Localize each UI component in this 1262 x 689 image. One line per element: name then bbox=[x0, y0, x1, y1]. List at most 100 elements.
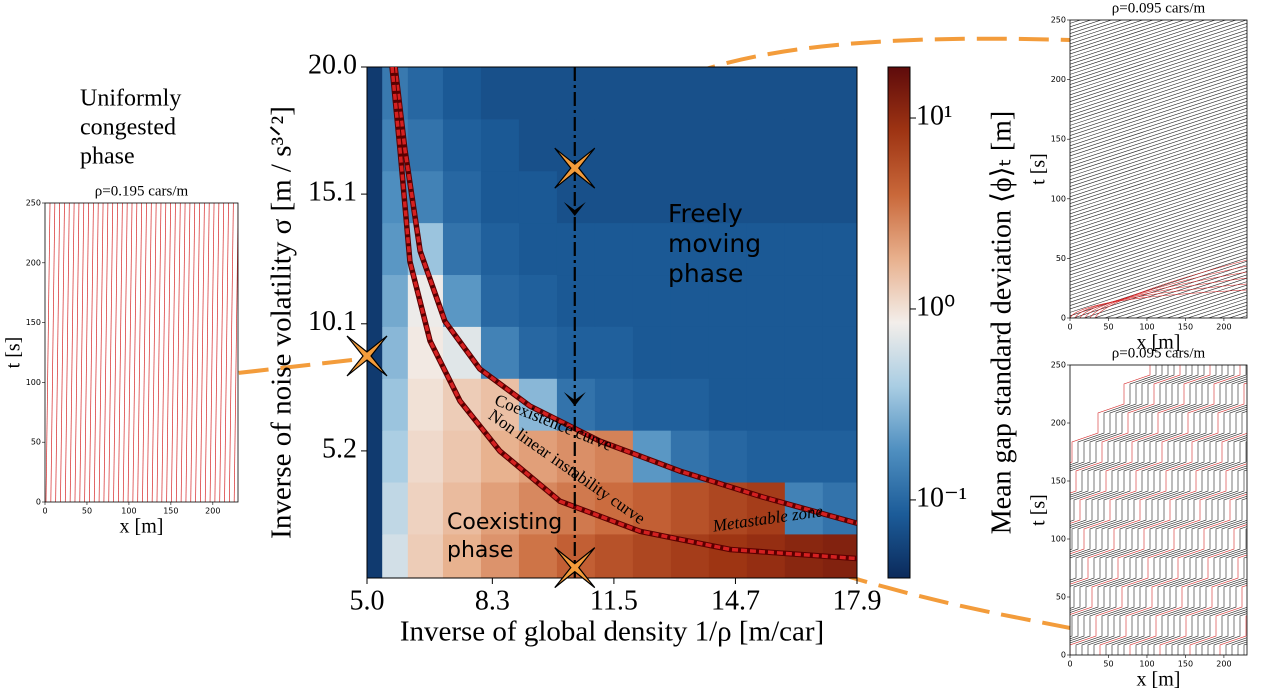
heat-cell bbox=[518, 118, 558, 172]
heat-cell bbox=[442, 170, 482, 224]
trajectory bbox=[1070, 128, 1247, 187]
phase-curve bbox=[390, 67, 857, 561]
heat-cell bbox=[594, 222, 634, 276]
trajectory bbox=[1094, 259, 1247, 318]
trajectory bbox=[1129, 524, 1247, 655]
trajectory bbox=[175, 203, 181, 502]
y-tick-label: 50 bbox=[1056, 254, 1066, 263]
heat-cell bbox=[594, 274, 634, 327]
trajectory bbox=[1070, 382, 1247, 585]
trajectory bbox=[1070, 84, 1247, 143]
trajectory bbox=[1070, 223, 1247, 283]
trajectory bbox=[1070, 365, 1181, 494]
heat-cell bbox=[594, 118, 634, 172]
trajectory bbox=[1070, 77, 1247, 136]
annotation: congested bbox=[80, 115, 176, 141]
trajectory bbox=[1070, 20, 1217, 68]
trajectory bbox=[195, 203, 200, 502]
trajectory bbox=[233, 203, 238, 502]
heat-cell bbox=[632, 118, 672, 172]
heat-cell bbox=[480, 67, 520, 120]
phase-curve bbox=[393, 67, 857, 525]
heat-cell bbox=[784, 326, 824, 379]
panel-frame bbox=[1069, 364, 1248, 656]
trajectory bbox=[1070, 365, 1223, 528]
trajectory bbox=[239, 203, 243, 502]
y-tick-label: 100 bbox=[1051, 194, 1066, 203]
heat-cell bbox=[556, 67, 596, 120]
heat-cell bbox=[480, 533, 520, 578]
heat-cell bbox=[708, 533, 748, 578]
trajectory bbox=[1123, 522, 1247, 655]
trajectory bbox=[1070, 182, 1247, 242]
trajectory bbox=[1197, 301, 1247, 318]
x-tick-label: 0 bbox=[42, 507, 47, 516]
heat-cell bbox=[670, 170, 710, 224]
trajectory bbox=[1070, 20, 1165, 51]
trajectory bbox=[1070, 237, 1247, 296]
heat-cell bbox=[407, 533, 444, 578]
annotation: phase bbox=[80, 144, 135, 170]
heat-cell bbox=[407, 378, 444, 431]
y-tick-label: 50 bbox=[31, 438, 41, 447]
colorbar bbox=[887, 66, 911, 579]
marker bbox=[346, 335, 388, 377]
trajectory bbox=[1070, 56, 1247, 116]
trajectory bbox=[1070, 20, 1144, 45]
heat-cell bbox=[556, 222, 596, 276]
y-axis-label: t [s] bbox=[1028, 494, 1050, 526]
heat-cell bbox=[670, 482, 710, 535]
x-tick-label: 0 bbox=[1067, 323, 1072, 332]
trajectory bbox=[185, 203, 191, 502]
x-tick-label: 50 bbox=[1103, 323, 1113, 332]
y-axis-label: t [s] bbox=[3, 337, 25, 369]
heat-cell bbox=[822, 118, 857, 172]
trajectory bbox=[1070, 138, 1247, 198]
trajectory bbox=[1070, 365, 1247, 557]
trajectory bbox=[1070, 437, 1247, 640]
heat-cell bbox=[518, 533, 558, 578]
trajectory bbox=[1070, 29, 1247, 89]
trajectory bbox=[1070, 226, 1247, 286]
trajectory bbox=[1070, 80, 1247, 140]
heat-cell bbox=[480, 274, 520, 327]
trajectory bbox=[1070, 365, 1205, 522]
x-tick-label: 17.9 bbox=[833, 585, 882, 616]
x-tick-label: 14.7 bbox=[711, 585, 760, 616]
x-tick-label: 8.3 bbox=[475, 585, 510, 616]
trajectory bbox=[1070, 192, 1247, 252]
trajectory bbox=[1070, 145, 1247, 204]
heat-cell bbox=[632, 378, 672, 431]
connector bbox=[237, 358, 353, 375]
trajectory bbox=[1070, 365, 1193, 498]
y-tick-label: 150 bbox=[1051, 135, 1066, 144]
heat-cell bbox=[632, 326, 672, 379]
trajectory bbox=[1070, 209, 1247, 269]
trajectory bbox=[1166, 291, 1247, 318]
heat-cell bbox=[594, 378, 634, 431]
heat-cell bbox=[594, 326, 634, 379]
heat-cell bbox=[367, 274, 383, 327]
trajectory bbox=[1070, 165, 1247, 225]
x-axis-label: Inverse of global density 1/ρ [m/car] bbox=[400, 616, 824, 648]
annotation: phase bbox=[447, 538, 513, 563]
trajectory bbox=[1070, 254, 1247, 313]
trajectory bbox=[161, 203, 167, 502]
heat-cell bbox=[407, 118, 444, 172]
trajectory bbox=[1070, 380, 1247, 583]
heat-cell bbox=[822, 326, 857, 379]
y-tick-label: 20.0 bbox=[308, 49, 357, 80]
trajectory bbox=[1070, 206, 1247, 266]
heat-cell bbox=[708, 326, 748, 379]
trajectory bbox=[1093, 491, 1247, 655]
trajectory bbox=[1114, 274, 1247, 318]
trajectory bbox=[1070, 104, 1247, 164]
x-tick-label: 200 bbox=[1216, 660, 1231, 669]
trajectory bbox=[1207, 305, 1247, 318]
colorbar-tick-label: 10⁻¹ bbox=[916, 482, 967, 513]
trajectory bbox=[1070, 121, 1247, 181]
panel-title: ρ=0.195 cars/m bbox=[95, 183, 189, 199]
heat-cell bbox=[784, 430, 824, 483]
y-tick-label: 0 bbox=[1061, 651, 1066, 660]
